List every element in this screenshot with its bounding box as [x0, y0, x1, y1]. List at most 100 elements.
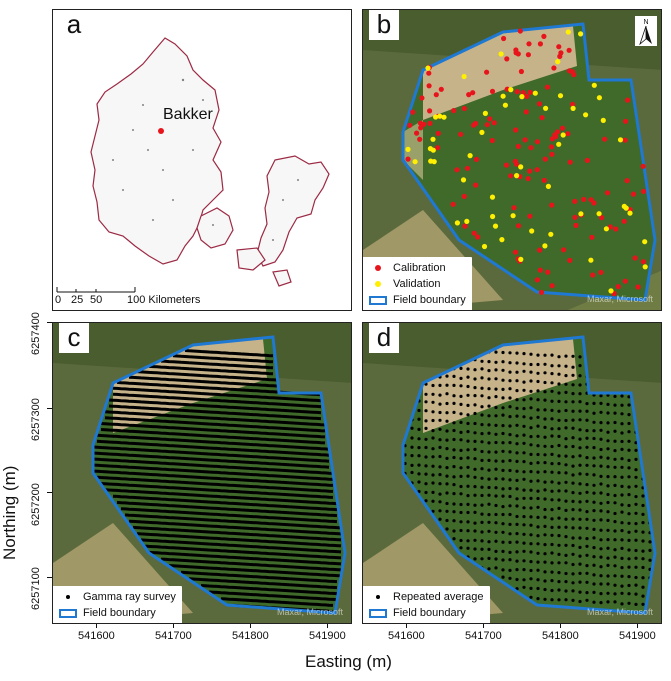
repeated-average-point: [578, 536, 582, 540]
repeated-average-point: [508, 459, 512, 463]
repeated-average-point: [550, 389, 554, 393]
repeated-average-point: [592, 483, 596, 487]
calibration-point: [567, 159, 573, 165]
repeated-average-point: [536, 560, 540, 564]
repeated-average-point: [634, 583, 638, 587]
repeated-average-point: [480, 485, 484, 489]
repeated-average-point: [592, 446, 596, 450]
calibration-point: [435, 130, 441, 136]
repeated-average-point: [613, 403, 617, 407]
repeated-average-point: [522, 433, 526, 437]
repeated-average-point: [431, 481, 435, 485]
repeated-average-point: [515, 351, 519, 355]
validation-point: [591, 82, 597, 88]
repeated-average-point: [585, 526, 589, 530]
repeated-average-point: [571, 598, 575, 602]
repeated-average-point: [487, 369, 491, 373]
repeated-average-point: [508, 387, 512, 391]
repeated-average-point: [641, 549, 645, 553]
repeated-average-point: [494, 512, 498, 517]
calibration-point: [621, 218, 627, 224]
repeated-average-point: [564, 561, 568, 565]
calibration-point: [520, 90, 526, 96]
calibration-point: [511, 205, 517, 211]
calibration-point: [503, 162, 510, 168]
repeated-average-point: [501, 558, 505, 562]
survey-track: [140, 538, 342, 554]
y-tick-label: 6257400: [30, 312, 42, 355]
repeated-average-point: [585, 553, 589, 557]
repeated-average-point: [578, 500, 582, 504]
repeated-average-point: [459, 466, 463, 470]
repeated-average-point: [508, 405, 512, 409]
validation-point: [502, 102, 508, 108]
repeated-average-point: [529, 479, 533, 483]
repeated-average-point: [508, 361, 512, 365]
repeated-average-point: [522, 585, 526, 589]
repeated-average-point: [522, 523, 526, 527]
repeated-average-point: [515, 504, 519, 508]
repeated-average-point: [592, 436, 596, 441]
repeated-average-point: [620, 503, 624, 507]
calibration-point: [513, 127, 519, 133]
y-tick-label: 6257300: [30, 398, 42, 441]
repeated-average-point: [536, 452, 540, 457]
repeated-average-point: [543, 480, 547, 484]
validation-point: [499, 237, 505, 243]
repeated-average-point: [529, 362, 533, 367]
repeated-average-point: [571, 552, 575, 556]
repeated-average-point: [641, 602, 645, 606]
repeated-average-point: [578, 545, 582, 549]
repeated-average-point: [459, 502, 463, 507]
repeated-average-point: [585, 409, 589, 413]
repeated-average-point: [620, 584, 624, 588]
survey-track: [148, 550, 342, 566]
repeated-average-point: [473, 521, 477, 525]
repeated-average-point: [634, 565, 638, 569]
calibration-point: [548, 144, 555, 150]
repeated-average-point: [487, 513, 491, 517]
x-tick-label: 541600: [388, 630, 425, 642]
survey-track: [116, 380, 322, 397]
repeated-average-point: [620, 602, 624, 606]
repeated-average-point: [620, 493, 624, 497]
repeated-average-point: [543, 461, 547, 465]
repeated-average-point: [459, 402, 463, 406]
repeated-average-point: [480, 557, 484, 561]
repeated-average-point: [606, 456, 610, 460]
repeated-average-point: [431, 436, 435, 440]
repeated-average-point: [529, 586, 533, 590]
repeated-average-point: [613, 511, 617, 516]
repeated-average-point: [487, 387, 491, 391]
validation-point: [542, 243, 548, 249]
repeated-average-point: [473, 386, 477, 390]
repeated-average-point: [501, 477, 505, 481]
calibration-point: [549, 151, 555, 157]
repeated-average-point: [557, 391, 561, 395]
repeated-average-point: [410, 445, 414, 449]
repeated-average-point: [438, 482, 442, 486]
repeated-average-point: [522, 380, 526, 384]
repeated-average-panel: d Maxar, Microsoft Repeated average Fiel…: [362, 322, 662, 624]
repeated-average-point: [634, 468, 638, 472]
repeated-average-point: [627, 421, 631, 426]
calibration-point: [426, 70, 432, 76]
repeated-average-point: [613, 457, 617, 461]
repeated-average-point: [599, 582, 603, 586]
repeated-average-point: [536, 434, 540, 438]
repeated-average-point: [480, 476, 484, 480]
repeated-average-point: [564, 426, 568, 430]
repeated-average-point: [494, 549, 498, 553]
calibration-point: [536, 101, 543, 107]
repeated-average-point: [473, 421, 477, 426]
repeated-average-point: [501, 522, 505, 526]
repeated-average-point: [501, 441, 505, 445]
repeated-average-point: [634, 457, 638, 461]
legend: Repeated average Field boundary: [363, 586, 490, 623]
repeated-average-point: [480, 512, 484, 516]
repeated-average-point: [522, 506, 526, 510]
repeated-average-point: [438, 438, 442, 442]
repeated-average-point: [466, 456, 470, 460]
calibration-point: [523, 109, 529, 115]
repeated-average-point: [459, 384, 463, 388]
